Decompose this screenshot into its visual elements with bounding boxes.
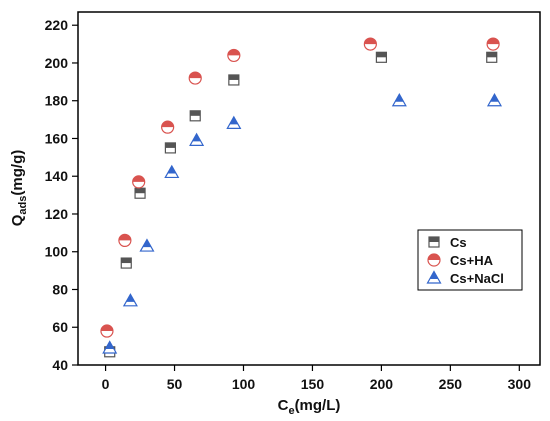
- data-point-cs-nacl: [139, 238, 155, 252]
- y-axis-title: Qads(mg/g): [9, 150, 29, 226]
- y-tick-label: 160: [45, 130, 69, 146]
- y-tick-label: 140: [45, 168, 69, 184]
- x-axis-title: Ce(mg/L): [278, 397, 341, 417]
- data-point-cs-nacl: [102, 340, 118, 354]
- x-tick-label: 250: [439, 376, 463, 392]
- data-point-cs: [228, 74, 240, 86]
- data-point-cs-nacl: [391, 93, 407, 107]
- legend-label: Cs: [450, 235, 467, 250]
- x-tick-label: 300: [508, 376, 532, 392]
- y-axis-title-main: Q: [9, 214, 26, 226]
- y-tick-label: 80: [52, 281, 68, 297]
- data-point-cs-ha: [100, 324, 114, 338]
- data-point-cs-ha: [132, 175, 146, 189]
- data-marks: [100, 37, 503, 358]
- axis-ticks: 0 50 100 150 200 250 300 40 60 80 100 120 140 160 180 2…: [45, 17, 532, 392]
- y-tick-label: 180: [45, 93, 69, 109]
- y-tick-label: 100: [45, 244, 69, 260]
- y-axis-title-sub: ads: [17, 196, 29, 215]
- data-point-cs-ha: [227, 48, 241, 63]
- data-point-cs-ha: [486, 37, 500, 51]
- y-axis-title-rest: (mg/g): [9, 150, 26, 196]
- data-point-cs-ha: [363, 37, 377, 51]
- x-tick-label: 50: [167, 376, 183, 392]
- data-point-cs: [164, 142, 176, 154]
- data-point-cs-nacl: [122, 293, 138, 307]
- y-tick-label: 200: [45, 55, 69, 71]
- legend-marker: [426, 270, 442, 284]
- data-point-cs-nacl: [189, 132, 205, 146]
- data-point-cs-ha: [118, 233, 132, 248]
- plot-frame: [77, 11, 541, 366]
- data-point-cs-nacl: [164, 164, 180, 179]
- data-point-cs-nacl: [226, 115, 242, 129]
- x-axis-title-main: C: [278, 397, 289, 414]
- x-tick-label: 0: [102, 376, 110, 392]
- y-tick-label: 220: [45, 17, 69, 33]
- data-point-cs: [189, 110, 201, 122]
- x-tick-label: 150: [301, 376, 325, 392]
- x-axis-title-sub: e: [288, 405, 294, 417]
- legend-marker: [428, 236, 440, 248]
- legend-marker: [427, 253, 441, 267]
- x-tick-label: 100: [232, 376, 256, 392]
- y-tick-label: 40: [52, 357, 68, 373]
- x-axis-title-rest: (mg/L): [295, 397, 341, 414]
- legend-label: Cs+NaCl: [450, 271, 504, 286]
- data-point-cs-nacl: [486, 93, 503, 107]
- data-point-cs: [134, 187, 146, 199]
- y-tick-label: 60: [52, 319, 68, 335]
- legend: Cs Cs+HA Cs+NaCl: [417, 229, 523, 291]
- x-tick-label: 200: [370, 376, 394, 392]
- data-point-cs: [375, 51, 388, 63]
- data-point-cs-ha: [188, 71, 202, 85]
- data-point-cs: [486, 51, 498, 63]
- y-tick-label: 120: [45, 206, 69, 222]
- legend-label: Cs+HA: [450, 253, 494, 268]
- data-point-cs: [120, 257, 132, 269]
- data-point-cs-ha: [161, 120, 175, 134]
